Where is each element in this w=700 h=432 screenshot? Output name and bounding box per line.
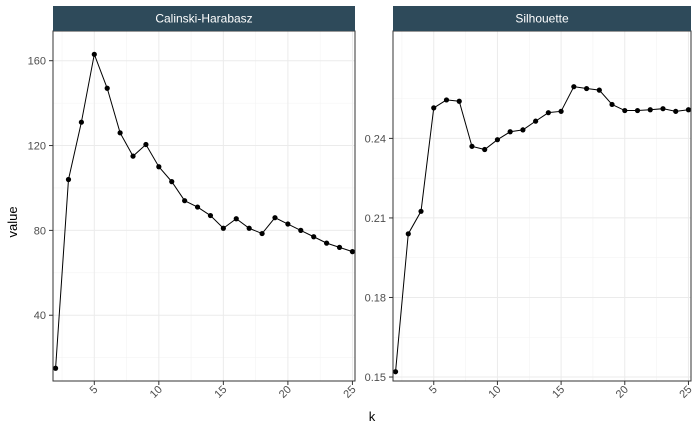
data-point: [52, 365, 59, 371]
data-point: [392, 369, 399, 375]
y-tick-label: 0.18: [365, 292, 386, 304]
panel-1: 5 10 15 20 25 40 80 120 160 Calinski-Harabasz: [28, 6, 359, 401]
data-point: [647, 107, 653, 113]
y-tick-label: 160: [28, 56, 46, 68]
data-point: [533, 118, 539, 124]
data-point: [285, 221, 291, 227]
data-point: [482, 146, 488, 153]
y-tick-label: 80: [34, 225, 46, 237]
data-point: [336, 244, 343, 250]
x-tick-label: 5: [88, 384, 101, 397]
data-point: [194, 204, 201, 210]
data-point: [130, 153, 136, 159]
x-tick-label: 20: [614, 384, 631, 401]
y-tick-label: 120: [28, 141, 46, 153]
data-point: [456, 98, 462, 104]
data-point: [609, 101, 615, 108]
facet-strip: [393, 6, 691, 31]
data-point: [259, 230, 265, 237]
y-axis-title: value: [5, 206, 20, 237]
x-tick-label: 25: [677, 384, 694, 401]
data-point: [494, 137, 501, 143]
y-tick-label: 40: [34, 310, 46, 322]
x-tick-label: 15: [550, 384, 567, 401]
x-tick-label: 15: [212, 384, 229, 401]
data-point: [660, 106, 666, 112]
panel-2: 5 10 15 20 25 0.15 0.18 0.21 0.24 Silhouette: [365, 6, 695, 401]
y-tick-label: 0.15: [365, 372, 386, 384]
data-point: [545, 110, 551, 116]
data-point: [104, 85, 110, 91]
x-axis-title: k: [369, 409, 376, 424]
data-point: [324, 240, 330, 246]
y-tick-label: 0.21: [365, 213, 386, 225]
x-tick-label: 5: [427, 384, 440, 397]
data-point: [520, 127, 526, 133]
data-point: [78, 119, 84, 125]
x-tick-label: 10: [148, 384, 165, 401]
data-point: [558, 108, 564, 114]
data-point: [272, 215, 278, 221]
data-point: [207, 212, 214, 219]
data-point: [169, 179, 175, 185]
data-point: [65, 176, 72, 183]
data-point: [418, 208, 424, 214]
data-point: [143, 141, 149, 148]
data-point: [469, 143, 475, 149]
data-point: [634, 107, 641, 114]
data-point: [596, 87, 602, 93]
data-point: [673, 108, 679, 114]
data-point: [233, 216, 239, 222]
x-tick-label: 20: [277, 384, 294, 401]
data-point: [298, 227, 304, 233]
data-point: [182, 198, 188, 204]
data-point: [220, 225, 226, 231]
data-point: [246, 225, 252, 231]
data-point: [405, 231, 411, 237]
y-tick-label: 0.24: [365, 133, 386, 145]
facet-strip: [53, 6, 355, 31]
data-point: [349, 249, 356, 255]
facet-strip-label: Silhouette: [515, 12, 569, 26]
data-point: [156, 164, 162, 170]
data-point: [117, 130, 123, 136]
data-point: [443, 97, 450, 103]
data-point: [571, 84, 577, 90]
panel-background: [53, 31, 355, 381]
facet-strip-label: Calinski-Harabasz: [155, 12, 252, 26]
data-point: [431, 105, 437, 111]
panel-background: [393, 31, 691, 381]
data-point: [622, 107, 628, 114]
data-point: [91, 51, 97, 57]
x-tick-label: 25: [341, 384, 358, 401]
data-point: [583, 85, 590, 92]
x-tick-label: 10: [486, 384, 503, 401]
data-point: [507, 129, 513, 135]
data-point: [311, 234, 317, 240]
data-point: [685, 107, 692, 113]
